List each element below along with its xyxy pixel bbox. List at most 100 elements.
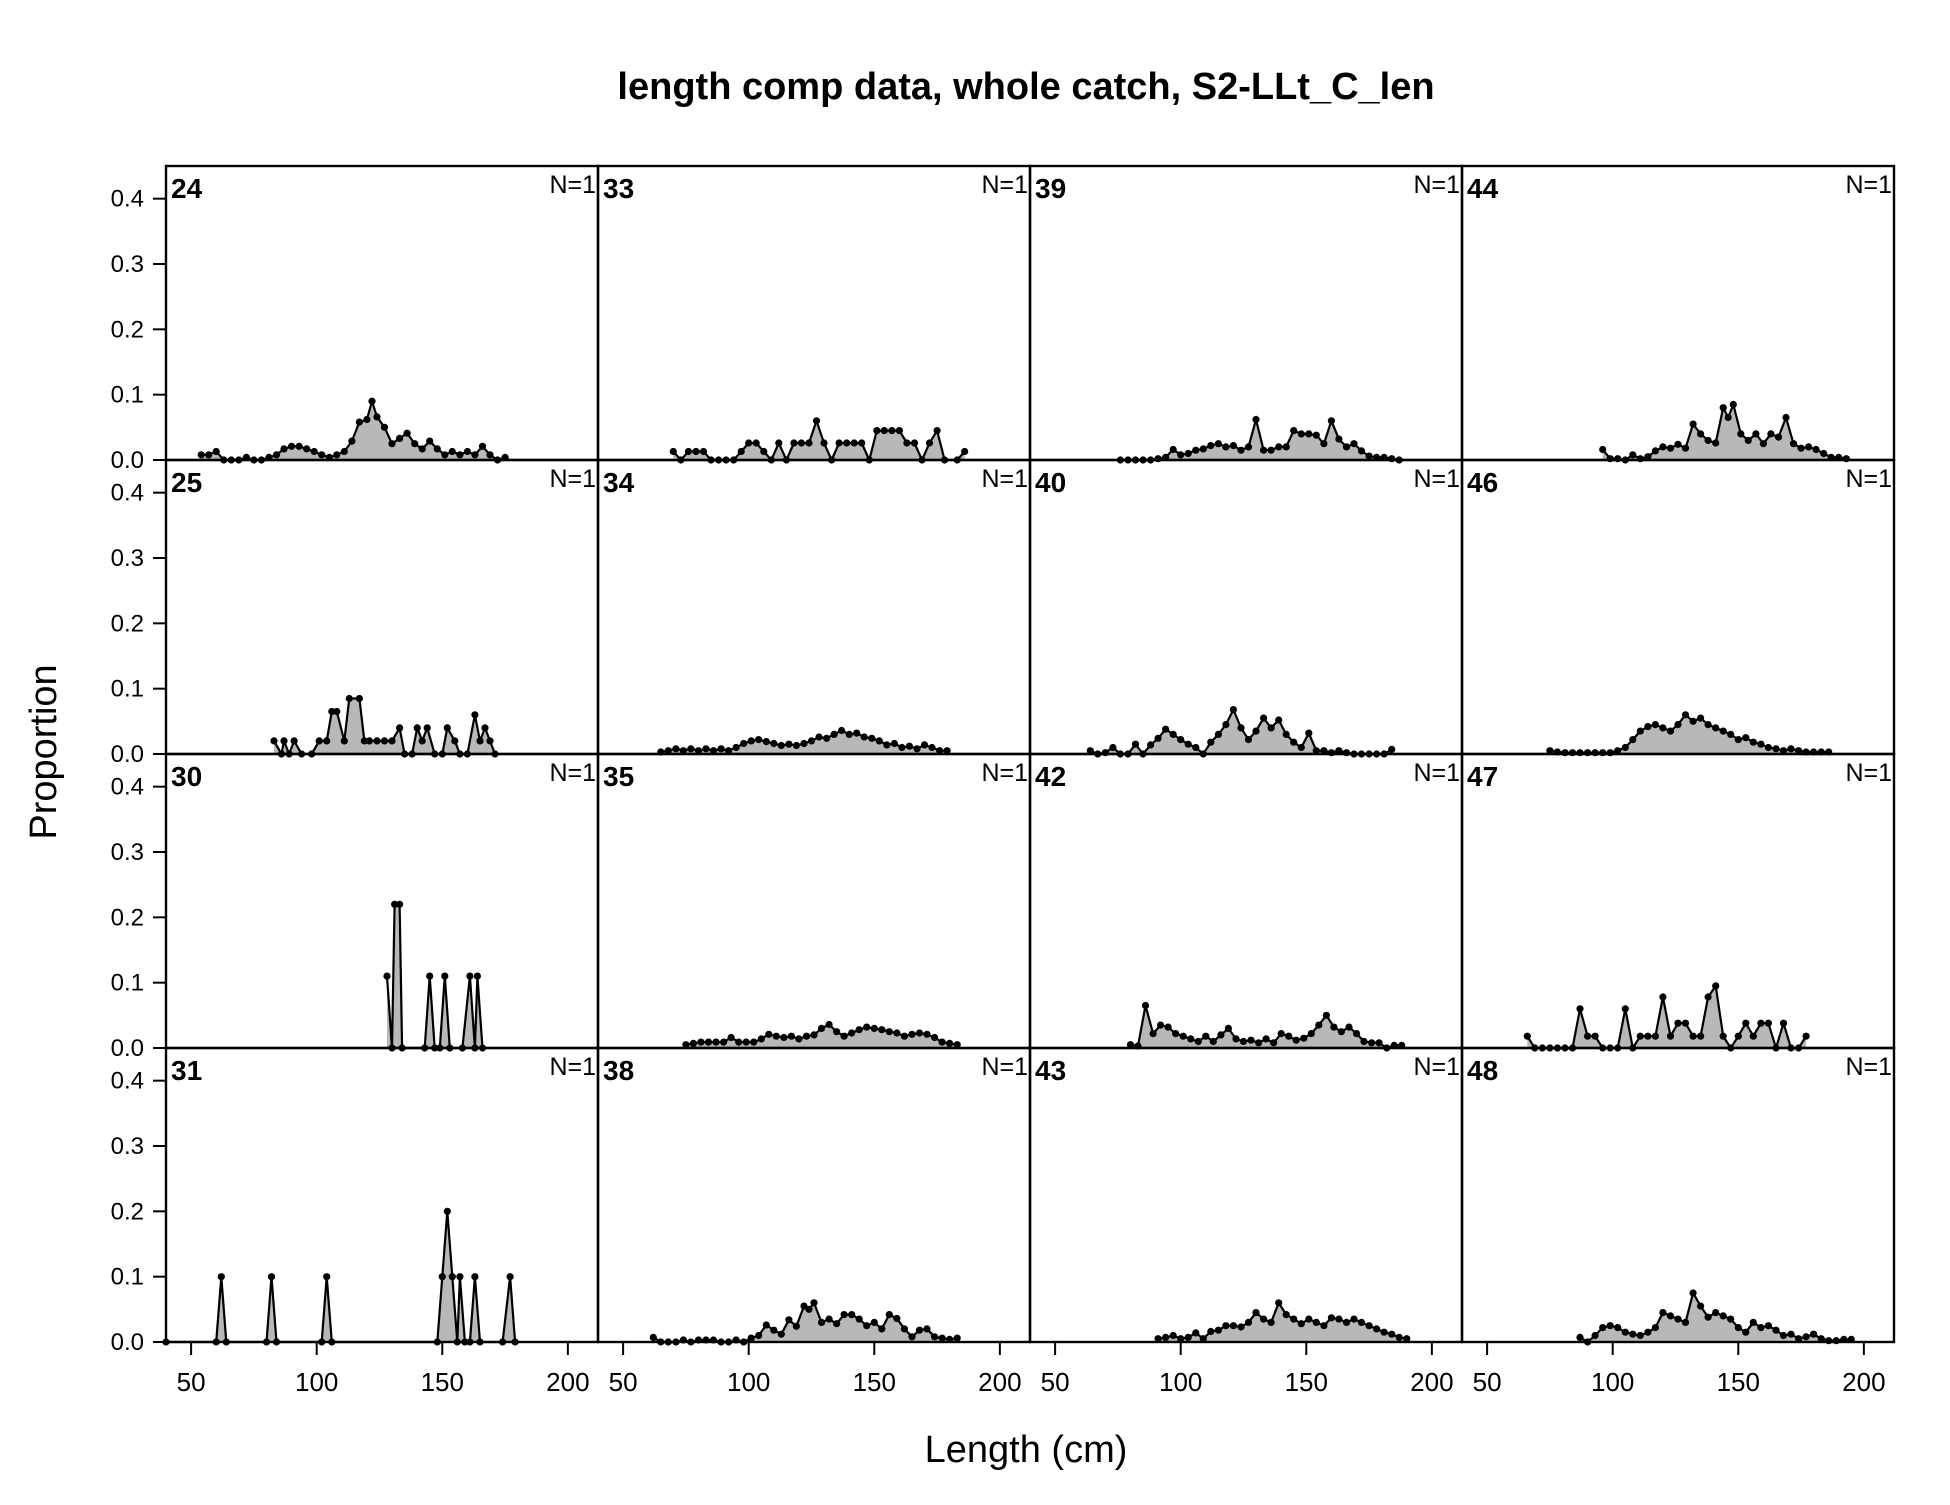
panel-48-point-2 [1591, 1331, 1599, 1340]
panel-34-point-37 [936, 747, 944, 755]
panel-39-point-19 [1260, 446, 1268, 454]
panel-35-point-19 [825, 1020, 833, 1029]
panel-48-area [1580, 1293, 1852, 1342]
panel-39-point-21 [1275, 443, 1283, 451]
panel-33-point-14 [775, 439, 783, 447]
panel-25-point-16 [373, 737, 381, 745]
panel-47-point-25 [1712, 982, 1720, 990]
panel-48-point-24 [1757, 1324, 1765, 1332]
panel-40-point-16 [1207, 738, 1215, 746]
panel-25-point-12 [345, 694, 353, 703]
panel-30-point-3 [396, 900, 404, 908]
panel-46-point-4 [1576, 749, 1584, 757]
panel-43-point-27 [1357, 1318, 1366, 1326]
panel-44-point-17 [1724, 413, 1732, 422]
panel-43-point-33 [1403, 1335, 1411, 1343]
panel-42-point-8 [1187, 1035, 1195, 1043]
panel-42-point-13 [1224, 1024, 1232, 1032]
panel-39-point-7 [1169, 445, 1177, 454]
panel-34-point-1 [664, 747, 672, 755]
panel-40-point-34 [1342, 749, 1351, 757]
panel-35-point-34 [938, 1038, 946, 1046]
panel-35-point-21 [840, 1032, 848, 1040]
panel-43: 43 N=1 50 100 150 200 [1028, 1046, 1464, 1397]
panel-34-point-27 [860, 733, 868, 741]
panel-48-point-32 [1817, 1335, 1825, 1343]
x-tick-label-48-200: 200 [1842, 1367, 1885, 1397]
panel-30-point-9 [441, 972, 449, 980]
panel-47: 47 N=1 [1460, 752, 1896, 1052]
panel-43-point-13 [1252, 1309, 1260, 1317]
panel-39-point-23 [1290, 427, 1298, 435]
panel-24-point-20 [348, 437, 356, 445]
panel-34-point-34 [913, 745, 921, 753]
panel-48-point-23 [1749, 1318, 1757, 1326]
panel-46-point-17 [1674, 721, 1682, 729]
panel-43-point-21 [1312, 1318, 1320, 1326]
panel-42-point-33 [1375, 1039, 1383, 1047]
panel-33: 33 N=1 [596, 164, 1032, 464]
x-tick-label-31-150: 150 [421, 1367, 464, 1397]
panel-35-point-22 [848, 1029, 856, 1037]
panel-38-point-32 [885, 1311, 893, 1319]
panel-24-point-2 [212, 447, 220, 456]
panel-33-point-31 [903, 439, 911, 447]
panel-47-point-13 [1621, 1005, 1629, 1013]
panel-34-point-18 [792, 741, 801, 750]
panel-34-point-16 [777, 741, 785, 750]
panel-34-point-6 [702, 745, 710, 753]
panel-34-point-36 [928, 743, 936, 752]
panel-48-point-10 [1651, 1324, 1659, 1332]
panel-24-area [201, 401, 506, 460]
panel-48-point-13 [1674, 1315, 1682, 1323]
panel-39-point-5 [1154, 455, 1162, 463]
panel-25-point-9 [328, 707, 336, 716]
panel-43-point-30 [1380, 1328, 1388, 1336]
panel-34-point-21 [815, 733, 823, 741]
panel-44-point-8 [1659, 443, 1667, 451]
panel-31: 31 N=1 0.0 0.1 0.2 0.3 0.4 50 100 150 200 [111, 1046, 600, 1397]
panel-44-point-24 [1774, 433, 1783, 441]
panel-42-point-6 [1172, 1030, 1180, 1038]
panel-46-point-27 [1749, 738, 1757, 746]
panel-47-label: 47 [1467, 761, 1498, 792]
panel-43-point-28 [1365, 1322, 1373, 1330]
panel-44-point-7 [1651, 447, 1659, 455]
panel-43-point-3 [1177, 1335, 1185, 1343]
panel-33-point-32 [910, 439, 919, 447]
panel-34-point-17 [785, 740, 793, 748]
panel-43-n-label: N=1 [1413, 1053, 1460, 1081]
panel-46-point-22 [1712, 724, 1720, 732]
panel-25-point-2 [280, 737, 288, 745]
panel-35-point-10 [757, 1035, 765, 1043]
panel-34-area [660, 730, 948, 754]
panel-44-point-29 [1812, 445, 1820, 454]
panel-24-point-19 [340, 447, 348, 456]
panel-46-point-7 [1599, 749, 1607, 757]
x-tick-label-43-200: 200 [1410, 1367, 1453, 1397]
panel-38-point-0 [649, 1333, 657, 1341]
panel-25-point-14 [360, 737, 368, 745]
panel-42-point-19 [1270, 1039, 1278, 1047]
panel-43-point-10 [1229, 1322, 1237, 1330]
panel-33-point-2 [684, 447, 693, 456]
panel-43-point-7 [1207, 1327, 1215, 1336]
panel-46-label: 46 [1467, 467, 1498, 498]
panel-43-point-15 [1267, 1318, 1275, 1326]
panel-33-point-30 [895, 427, 904, 435]
panel-43-point-26 [1350, 1315, 1358, 1323]
panel-39-point-22 [1282, 443, 1290, 451]
panel-42-area [1130, 1005, 1402, 1048]
panel-35-point-9 [750, 1038, 758, 1046]
panel-24-n-label: N=1 [549, 171, 596, 199]
panel-43-point-4 [1184, 1333, 1192, 1341]
panel-38-point-18 [785, 1316, 793, 1324]
panel-40-point-27 [1290, 738, 1298, 746]
panel-46-point-11 [1629, 736, 1637, 744]
y-tick-label-30-0.1: 0.1 [111, 970, 144, 997]
panel-38-point-41 [953, 1334, 961, 1342]
x-tick-label-38-150: 150 [853, 1367, 896, 1397]
panel-34-point-31 [890, 739, 899, 748]
panel-48-point-12 [1666, 1312, 1675, 1320]
panel-24-point-34 [448, 447, 456, 456]
